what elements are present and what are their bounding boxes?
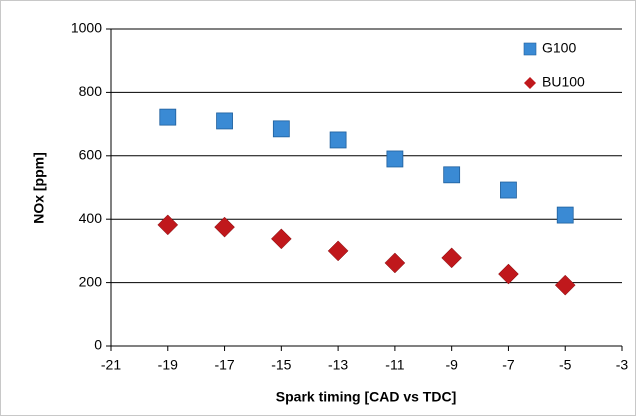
point [214, 216, 235, 238]
x-tick-label: -13 [328, 357, 348, 373]
x-tick-label: -15 [271, 357, 291, 373]
y-axis-title: NOx [ppm] [31, 152, 47, 224]
legend-label: G100 [542, 40, 576, 56]
point [384, 252, 406, 274]
point [498, 263, 519, 285]
x-tick-label: -17 [214, 357, 234, 373]
point [441, 247, 463, 269]
point [386, 150, 404, 168]
x-tick-label: -19 [158, 357, 178, 373]
y-tick-label: 1000 [71, 20, 102, 36]
point [216, 112, 233, 130]
x-tick-label: -11 [385, 357, 404, 373]
y-tick-label: 600 [79, 147, 103, 163]
x-tick-label: -9 [445, 357, 458, 373]
x-axis-title: Spark timing [CAD vs TDC] [276, 389, 456, 405]
point [329, 131, 347, 149]
point [327, 240, 349, 262]
x-tick-label: -7 [502, 357, 515, 373]
x-tick-label: -5 [559, 357, 572, 373]
x-tick-label: -21 [101, 357, 121, 373]
point [157, 214, 179, 236]
y-tick-label: 0 [94, 337, 102, 353]
point [270, 228, 292, 250]
x-tick-label: -3 [616, 357, 629, 373]
y-tick-label: 800 [79, 83, 103, 99]
legend-marker [524, 77, 536, 89]
y-tick-label: 200 [79, 273, 103, 289]
y-tick-label: 400 [79, 210, 103, 226]
legend-marker [523, 42, 537, 56]
point [556, 206, 574, 224]
point [443, 166, 461, 184]
legend-label: BU100 [542, 74, 585, 90]
point [554, 274, 576, 296]
point [272, 120, 290, 138]
point [500, 181, 517, 199]
point [159, 108, 177, 126]
